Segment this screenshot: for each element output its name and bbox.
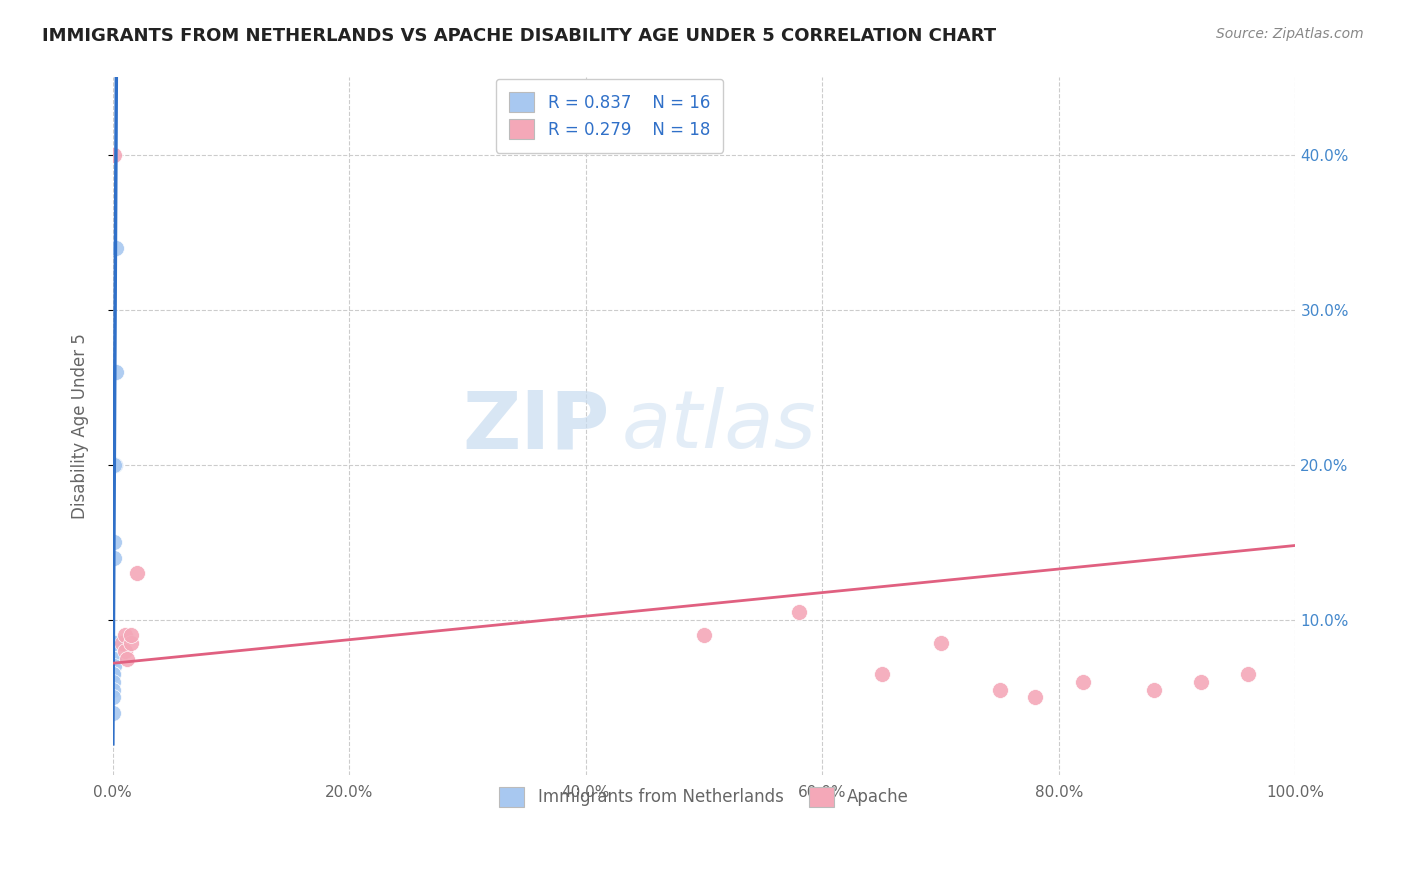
Point bbox=[988, 682, 1011, 697]
Point bbox=[103, 674, 125, 689]
Point bbox=[103, 659, 125, 673]
Text: atlas: atlas bbox=[621, 387, 815, 465]
Text: ZIP: ZIP bbox=[463, 387, 610, 465]
Point bbox=[1071, 674, 1094, 689]
Point bbox=[115, 651, 138, 665]
Point bbox=[103, 682, 125, 697]
Point bbox=[103, 148, 125, 162]
Point bbox=[103, 535, 125, 549]
Point bbox=[103, 636, 125, 650]
Point bbox=[114, 644, 136, 658]
Point bbox=[929, 636, 952, 650]
Point bbox=[114, 628, 136, 642]
Text: Source: ZipAtlas.com: Source: ZipAtlas.com bbox=[1216, 27, 1364, 41]
Legend: Immigrants from Netherlands, Apache: Immigrants from Netherlands, Apache bbox=[491, 779, 917, 815]
Point bbox=[103, 651, 125, 665]
Point bbox=[125, 566, 148, 581]
Point bbox=[103, 458, 125, 472]
Point bbox=[103, 550, 125, 565]
Point bbox=[103, 636, 125, 650]
Point bbox=[120, 636, 142, 650]
Point bbox=[104, 458, 127, 472]
Point bbox=[101, 706, 124, 720]
Text: IMMIGRANTS FROM NETHERLANDS VS APACHE DISABILITY AGE UNDER 5 CORRELATION CHART: IMMIGRANTS FROM NETHERLANDS VS APACHE DI… bbox=[42, 27, 997, 45]
Y-axis label: Disability Age Under 5: Disability Age Under 5 bbox=[72, 334, 89, 519]
Point bbox=[111, 636, 134, 650]
Point bbox=[103, 690, 125, 705]
Point bbox=[693, 628, 716, 642]
Point bbox=[1237, 667, 1260, 681]
Point bbox=[787, 605, 810, 619]
Point bbox=[1189, 674, 1212, 689]
Point bbox=[1024, 690, 1046, 705]
Point bbox=[1142, 682, 1164, 697]
Point bbox=[103, 667, 125, 681]
Point bbox=[120, 628, 142, 642]
Point bbox=[105, 241, 128, 255]
Point bbox=[103, 667, 125, 681]
Point bbox=[105, 365, 128, 379]
Point bbox=[870, 667, 893, 681]
